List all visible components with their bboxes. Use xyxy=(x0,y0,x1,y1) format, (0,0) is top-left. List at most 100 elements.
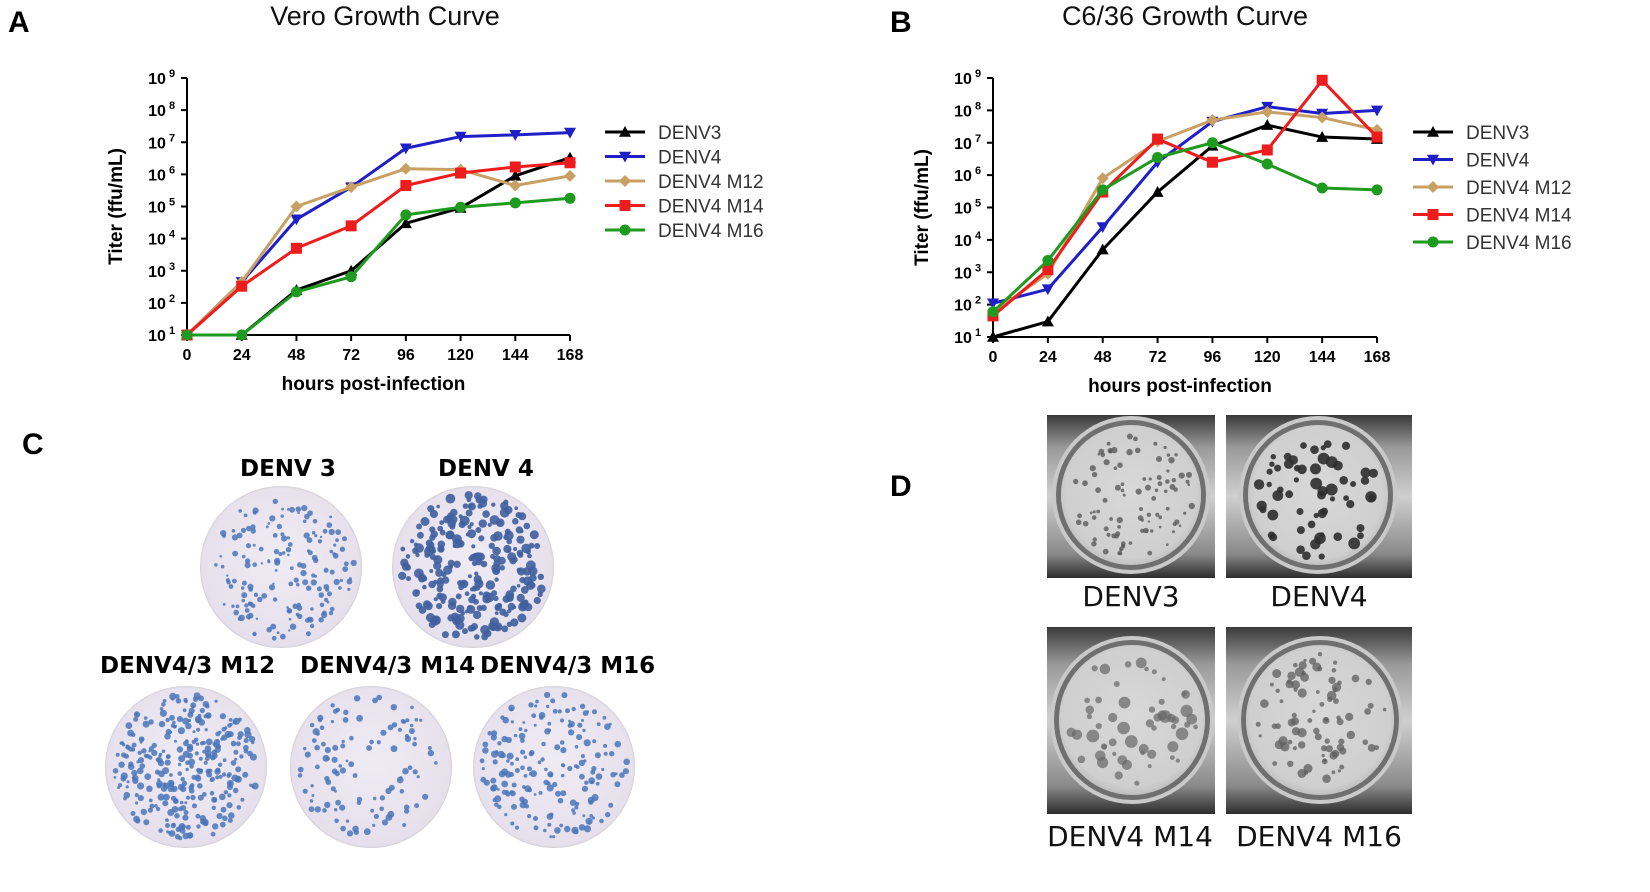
plaque xyxy=(1325,745,1333,753)
plaque xyxy=(1266,468,1273,475)
plaque xyxy=(249,783,253,787)
plaque xyxy=(452,534,462,545)
plaque xyxy=(430,530,438,538)
series-denv3 xyxy=(987,119,1383,342)
plaque xyxy=(1157,481,1163,487)
plaque xyxy=(201,792,207,797)
plaque xyxy=(348,577,352,581)
plaque xyxy=(352,773,358,778)
plaque xyxy=(190,794,196,801)
plaque xyxy=(596,722,601,727)
plaque xyxy=(416,531,424,539)
plaque xyxy=(1339,476,1348,485)
plaque xyxy=(464,591,470,597)
plaque xyxy=(552,708,558,714)
plaque xyxy=(214,563,218,567)
plaque xyxy=(240,527,247,533)
plaque xyxy=(412,741,417,747)
legend-marker xyxy=(1427,126,1439,137)
plaque xyxy=(510,761,514,766)
plaque xyxy=(227,731,234,738)
plaque xyxy=(1351,674,1360,683)
chart-title: Vero Growth Curve xyxy=(270,1,500,31)
plaque xyxy=(288,617,292,621)
plaque xyxy=(1360,476,1370,485)
plaque xyxy=(455,593,462,600)
plaque xyxy=(1180,704,1193,717)
plaque xyxy=(1293,662,1298,668)
plaque xyxy=(121,743,126,747)
plaque xyxy=(151,742,157,749)
y-tick-exponent: 7 xyxy=(169,132,175,144)
plaque xyxy=(474,634,480,640)
well-photo-denv4 xyxy=(1226,415,1412,578)
plaque xyxy=(338,764,342,768)
plaque xyxy=(235,766,242,773)
series-denv4-m12 xyxy=(181,162,576,341)
plaque xyxy=(1091,541,1097,547)
plaque xyxy=(177,762,182,767)
plaque xyxy=(438,546,445,552)
plaque xyxy=(289,566,294,570)
series-line xyxy=(992,105,1378,305)
plaque xyxy=(1092,537,1097,542)
plaque xyxy=(177,727,185,735)
plaque xyxy=(494,577,499,582)
plaque xyxy=(250,524,256,530)
plaque xyxy=(547,728,552,733)
plaque xyxy=(462,581,467,586)
plaque xyxy=(157,793,165,801)
plaque xyxy=(527,553,532,559)
plaque xyxy=(1321,758,1328,765)
data-point xyxy=(345,181,358,194)
plaque xyxy=(419,718,423,722)
plaque xyxy=(165,818,169,822)
plaque xyxy=(376,694,382,701)
plaque xyxy=(162,767,170,775)
plaque xyxy=(241,554,246,559)
legend-marker xyxy=(1427,154,1439,166)
plaque xyxy=(518,727,523,731)
plaque xyxy=(537,760,542,765)
plaque xyxy=(125,722,133,729)
data-point xyxy=(236,280,248,292)
plaque xyxy=(1140,518,1144,522)
plaque xyxy=(295,506,302,512)
plaque xyxy=(457,580,464,586)
plaque xyxy=(1142,477,1147,481)
plaque xyxy=(400,546,406,552)
plaque xyxy=(483,629,492,638)
plaque xyxy=(1108,712,1118,723)
plaque xyxy=(1148,706,1156,713)
plaque xyxy=(569,799,577,806)
plaque xyxy=(177,806,183,812)
plaque xyxy=(231,529,236,533)
plaque xyxy=(441,576,450,584)
plaque xyxy=(178,755,186,763)
plaque xyxy=(516,535,525,544)
plaque xyxy=(332,744,339,751)
plaque xyxy=(244,603,249,608)
plaque xyxy=(261,593,268,599)
plaque xyxy=(297,562,303,568)
plaque xyxy=(1309,657,1317,665)
plaque xyxy=(288,629,291,632)
plaque xyxy=(472,598,479,605)
plaque xyxy=(1114,484,1121,491)
plaque xyxy=(549,812,554,817)
plaque xyxy=(1169,484,1176,490)
plaque xyxy=(528,702,534,708)
plaque xyxy=(1091,471,1098,478)
y-tick-label: 10 xyxy=(148,200,166,217)
plaque xyxy=(467,574,472,579)
data-point xyxy=(509,197,521,209)
plaque xyxy=(1147,520,1151,523)
plaque xyxy=(325,779,332,785)
plaque xyxy=(245,614,251,620)
plaque xyxy=(1154,488,1159,493)
plaque xyxy=(244,608,250,613)
plaque xyxy=(582,710,589,716)
plaque xyxy=(226,574,229,577)
plaque xyxy=(212,756,216,760)
plaque xyxy=(610,771,616,778)
